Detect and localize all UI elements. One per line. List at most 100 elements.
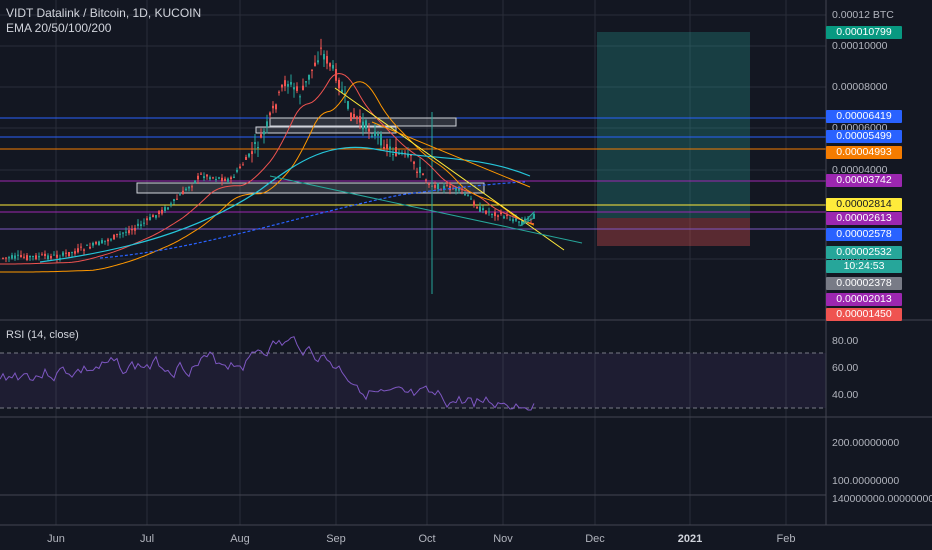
pane-dividers[interactable] (0, 0, 932, 526)
candle-body (326, 56, 328, 64)
candle-body (119, 233, 121, 235)
candle-body (146, 218, 148, 221)
candle-body (395, 147, 397, 156)
candle-body (314, 62, 316, 66)
symbol-legend[interactable]: VIDT Datalink / Bitcoin, 1D, KUCOIN (6, 6, 202, 20)
price-label-last[interactable]: 0.00002532 (826, 246, 902, 259)
candle-body (80, 246, 82, 248)
price-label-line[interactable]: 0.00002013 (826, 293, 902, 306)
candle-body (107, 239, 109, 242)
candle-body (452, 188, 454, 190)
trend-lines[interactable] (269, 87, 583, 251)
candle-body (218, 177, 220, 179)
candle-body (392, 153, 394, 156)
candle-body (179, 194, 181, 196)
rsi-legend[interactable]: RSI (14, close) (6, 329, 79, 341)
candle-body (248, 153, 250, 157)
candle-body (2, 257, 4, 259)
candle-body (53, 254, 55, 256)
candle-body (470, 198, 472, 200)
rsi-pane[interactable] (0, 336, 826, 411)
candle-body (104, 240, 106, 242)
long-position-target-zone[interactable] (597, 32, 750, 218)
candle-body (38, 256, 40, 258)
candle-body (254, 142, 256, 145)
candle-body (503, 216, 505, 219)
price-label-line[interactable]: 0.00002814 (826, 198, 902, 211)
time-tick: Aug (230, 533, 250, 545)
candle-body (89, 246, 91, 249)
candle-body (227, 178, 229, 182)
candlestick-series[interactable] (2, 38, 535, 294)
candle-body (110, 239, 112, 241)
candle-body (128, 230, 130, 234)
ema-50-line (0, 81, 535, 273)
candle-body (161, 209, 163, 214)
candle-body (68, 252, 70, 257)
candle-body (185, 188, 187, 191)
candle-body (17, 254, 19, 256)
candle-body (152, 215, 154, 218)
candle-body (29, 256, 31, 258)
trend-line (371, 121, 531, 188)
bar-countdown: 10:24:53 (826, 260, 902, 273)
price-tick: 0.00004000 (832, 164, 888, 176)
candle-body (233, 176, 235, 178)
price-label-line[interactable]: 0.00004993 (826, 146, 902, 159)
price-label-entry[interactable]: 0.00002378 (826, 277, 902, 290)
ema-20-line (0, 72, 535, 265)
candle-body (434, 185, 436, 188)
candle-body (116, 233, 118, 235)
candle-body (191, 186, 193, 188)
candle-body (32, 256, 34, 258)
volume-tick: 200.00000000 (832, 437, 900, 449)
candle-body (482, 208, 484, 211)
candle-body (23, 256, 25, 258)
price-label-line[interactable]: 0.00006419 (826, 110, 902, 123)
candle-body (221, 177, 223, 182)
candle-body (239, 166, 241, 169)
candle-body (167, 207, 169, 210)
candle-body (5, 257, 7, 259)
price-label-line[interactable]: 0.00002613 (826, 212, 902, 225)
candle-body (515, 218, 517, 221)
candle-body (500, 212, 502, 215)
candle-body (26, 255, 28, 261)
time-tick: Nov (493, 533, 513, 545)
candle-body (524, 218, 526, 221)
price-label-line[interactable]: 0.00005499 (826, 130, 902, 143)
candle-body (476, 206, 478, 209)
candle-body (521, 220, 523, 225)
time-tick: Dec (585, 533, 605, 545)
candle-body (44, 253, 46, 257)
candle-body (302, 85, 304, 90)
candle-body (359, 116, 361, 123)
candle-body (257, 147, 259, 149)
candle-body (137, 223, 139, 226)
price-label-line[interactable]: 0.00003742 (826, 174, 902, 187)
candle-body (365, 120, 367, 129)
candle-body (407, 153, 409, 157)
candle-body (251, 151, 253, 155)
candle-body (341, 89, 343, 93)
candle-body (200, 173, 202, 175)
candle-body (170, 203, 172, 205)
candle-body (422, 173, 424, 175)
candle-body (338, 79, 340, 89)
price-label-target[interactable]: 0.00010799 (826, 26, 902, 39)
rectangle-drawing (255, 126, 397, 134)
price-label-line[interactable]: 0.00002578 (826, 228, 902, 241)
ema-legend[interactable]: EMA 20/50/100/200 (6, 21, 112, 35)
candle-body (14, 255, 16, 259)
candle-body (242, 164, 244, 166)
candle-body (383, 146, 385, 149)
candle-body (224, 178, 226, 182)
candle-body (317, 60, 319, 63)
time-tick: Sep (326, 533, 346, 545)
price-label-stop[interactable]: 0.00001450 (826, 308, 902, 321)
time-tick: Jul (139, 533, 155, 545)
candle-body (173, 199, 175, 201)
long-position-stop-zone[interactable] (597, 218, 750, 246)
